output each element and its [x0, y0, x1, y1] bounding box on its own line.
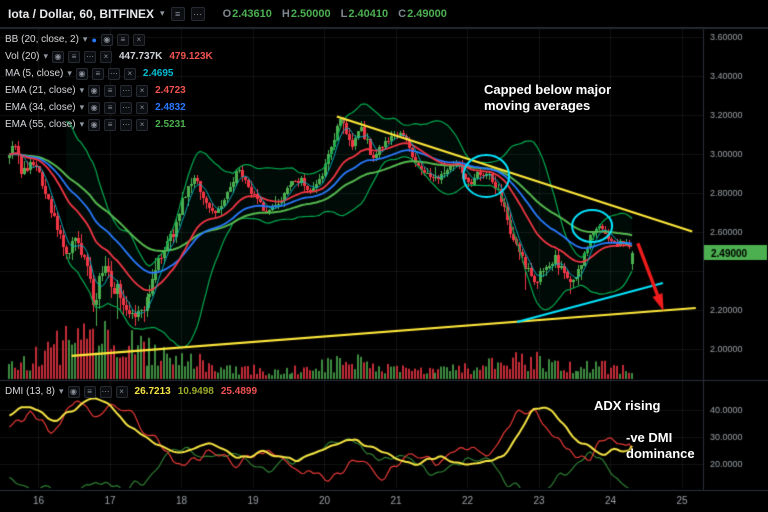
minus-di-value: 25.4899	[220, 386, 258, 397]
close-icon[interactable]: ×	[132, 33, 145, 46]
low-value: L 2.40410	[341, 8, 389, 20]
eye-icon[interactable]: ◉	[88, 84, 101, 97]
close-number: 2.49000	[407, 7, 447, 20]
indicator-value: 479.123K	[169, 51, 213, 62]
chevron-down-icon[interactable]: ▾	[43, 51, 48, 61]
more-icon[interactable]: ⋯	[99, 385, 112, 398]
chevron-down-icon[interactable]: ▾	[79, 102, 85, 112]
indicator-legend: BB (20, close, 2) ▾ ● ◉ ≡ × Vol (20) ▾ ◉…	[5, 33, 213, 131]
close-icon[interactable]: ×	[136, 118, 149, 131]
menu-icon[interactable]: ≡	[170, 6, 185, 21]
chevron-down-icon[interactable]: ▾	[79, 85, 85, 95]
open-number: 2.43610	[232, 7, 272, 20]
high-label: H	[281, 7, 290, 20]
chevron-down-icon[interactable]: ▾	[59, 386, 64, 396]
chevron-down-icon[interactable]: ▾	[82, 34, 88, 44]
indicator-row-ma5: MA (5, close) ▾ ◉ ≡ ⋯ × 2.4695	[5, 67, 213, 80]
close-icon[interactable]: ×	[136, 84, 149, 97]
chevron-down-icon[interactable]: ▾	[160, 8, 165, 18]
eye-icon[interactable]: ◉	[75, 67, 88, 80]
eye-icon[interactable]: ◉	[88, 118, 101, 131]
indicator-label[interactable]: Vol (20)	[5, 51, 40, 62]
indicator-label[interactable]: BB (20, close, 2)	[5, 34, 79, 45]
more-icon[interactable]: ⋯	[120, 84, 133, 97]
more-icon[interactable]: ⋯	[107, 67, 120, 80]
annotation-adx-rising[interactable]: ADX rising	[594, 398, 661, 413]
indicator-value: 2.4723	[155, 85, 186, 96]
close-label: C	[398, 7, 407, 20]
indicator-row-bb: BB (20, close, 2) ▾ ● ◉ ≡ ×	[5, 33, 213, 46]
indicator-value: 447.737K	[119, 51, 163, 62]
more-icon[interactable]: ⋯	[84, 50, 96, 63]
plus-di-value: 10.9498	[177, 386, 214, 397]
settings-icon[interactable]: ≡	[104, 84, 117, 97]
more-icon[interactable]: ⋯	[120, 118, 133, 131]
low-number: 2.40410	[348, 7, 389, 20]
chevron-down-icon[interactable]: ▾	[67, 68, 72, 78]
indicator-row-dmi: DMI (13, 8) ▾ ◉ ≡ ⋯ × 26.7213 10.9498 25…	[5, 385, 257, 398]
settings-icon[interactable]: ≡	[104, 118, 117, 131]
indicator-row-ema34: EMA (34, close) ▾ ◉ ≡ ⋯ × 2.4832	[5, 101, 213, 114]
adx-value: 26.7213	[134, 386, 171, 397]
chevron-down-icon[interactable]: ▾	[79, 119, 85, 129]
settings-icon[interactable]: ≡	[91, 67, 104, 80]
indicator-value: 2.4695	[142, 68, 174, 79]
more-icon[interactable]: ⋯	[120, 101, 133, 114]
indicator-label[interactable]: EMA (34, close)	[5, 102, 76, 113]
low-label: L	[340, 7, 348, 20]
indicator-label[interactable]: DMI (13, 8)	[5, 386, 56, 397]
close-icon[interactable]: ×	[136, 101, 149, 114]
close-icon[interactable]: ×	[123, 67, 136, 80]
indicator-row-vol: Vol (20) ▾ ◉ ≡ ⋯ × 447.737K 479.123K	[5, 50, 213, 63]
settings-icon[interactable]: ≡	[116, 33, 129, 46]
eye-icon[interactable]: ◉	[67, 385, 80, 398]
more-icon[interactable]: ⋯	[190, 6, 205, 21]
ohlc-readout: O 2.43610 H 2.50000 L 2.40410 C 2.49000	[223, 8, 447, 20]
eye-icon[interactable]: ◉	[52, 50, 64, 63]
indicator-label[interactable]: EMA (55, close)	[5, 119, 76, 130]
open-value: O 2.43610	[223, 8, 272, 20]
toolbar: Iota / Dollar, 60, BITFINEX ▾ ≡ ⋯ O 2.43…	[0, 0, 768, 28]
symbol-title[interactable]: Iota / Dollar, 60, BITFINEX	[8, 6, 155, 21]
high-number: 2.50000	[290, 7, 331, 20]
indicator-row-ema55: EMA (55, close) ▾ ◉ ≡ ⋯ × 2.5231	[5, 118, 213, 131]
dmi-legend: DMI (13, 8) ▾ ◉ ≡ ⋯ × 26.7213 10.9498 25…	[5, 385, 257, 398]
settings-icon[interactable]: ≡	[83, 385, 96, 398]
eye-icon[interactable]: ◉	[88, 101, 101, 114]
close-icon[interactable]: ×	[115, 385, 128, 398]
indicator-label[interactable]: MA (5, close)	[5, 68, 64, 79]
close-value: C 2.49000	[398, 8, 447, 20]
bb-color-dot-icon[interactable]: ●	[91, 34, 97, 45]
indicator-value: 2.4832	[155, 102, 186, 113]
open-label: O	[222, 7, 232, 20]
annotation-negative-dmi-dominance[interactable]: -ve DMI dominance	[626, 430, 695, 461]
eye-icon[interactable]: ◉	[100, 33, 113, 46]
annotation-capped-below-mas[interactable]: Capped below major moving averages	[484, 82, 612, 113]
indicator-value: 2.5231	[155, 119, 186, 130]
settings-icon[interactable]: ≡	[68, 50, 80, 63]
high-value: H 2.50000	[282, 8, 331, 20]
indicator-label[interactable]: EMA (21, close)	[5, 85, 76, 96]
indicator-row-ema21: EMA (21, close) ▾ ◉ ≡ ⋯ × 2.4723	[5, 84, 213, 97]
settings-icon[interactable]: ≡	[104, 101, 117, 114]
close-icon[interactable]: ×	[100, 50, 112, 63]
